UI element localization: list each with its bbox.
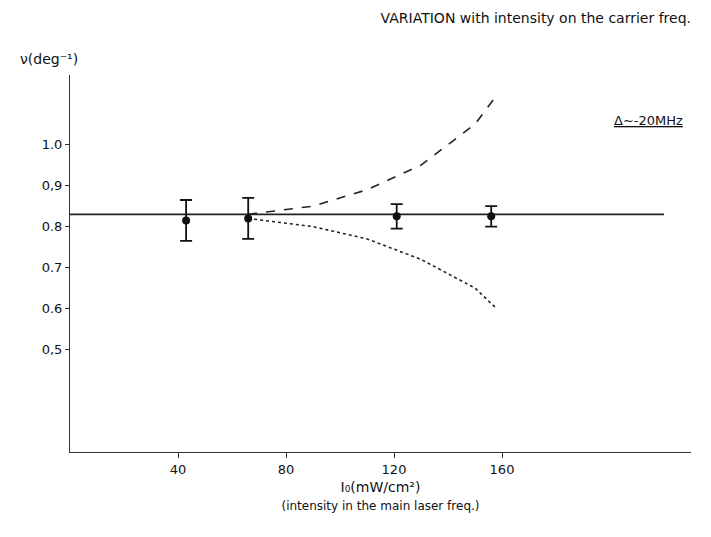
svg-text:120: 120	[382, 462, 407, 477]
svg-text:160: 160	[490, 462, 515, 477]
svg-text:Δ~-20MHz: Δ~-20MHz	[614, 113, 683, 128]
svg-text:0,9: 0,9	[42, 178, 63, 193]
svg-text:ν(deg⁻¹): ν(deg⁻¹)	[20, 51, 78, 67]
svg-text:1.0: 1.0	[42, 137, 63, 152]
svg-text:I₀(mW/cm²)(intensity in the ma: I₀(mW/cm²)(intensity in the main laser f…	[281, 479, 479, 513]
svg-text:VARIATION with intensity on th: VARIATION with intensity on the carrier …	[381, 10, 691, 26]
svg-text:0.8: 0.8	[42, 219, 63, 234]
svg-text:40: 40	[170, 462, 187, 477]
svg-text:0.6: 0.6	[42, 301, 63, 316]
svg-text:0,5: 0,5	[42, 342, 63, 357]
svg-text:80: 80	[278, 462, 295, 477]
svg-text:0.7: 0.7	[42, 260, 63, 275]
